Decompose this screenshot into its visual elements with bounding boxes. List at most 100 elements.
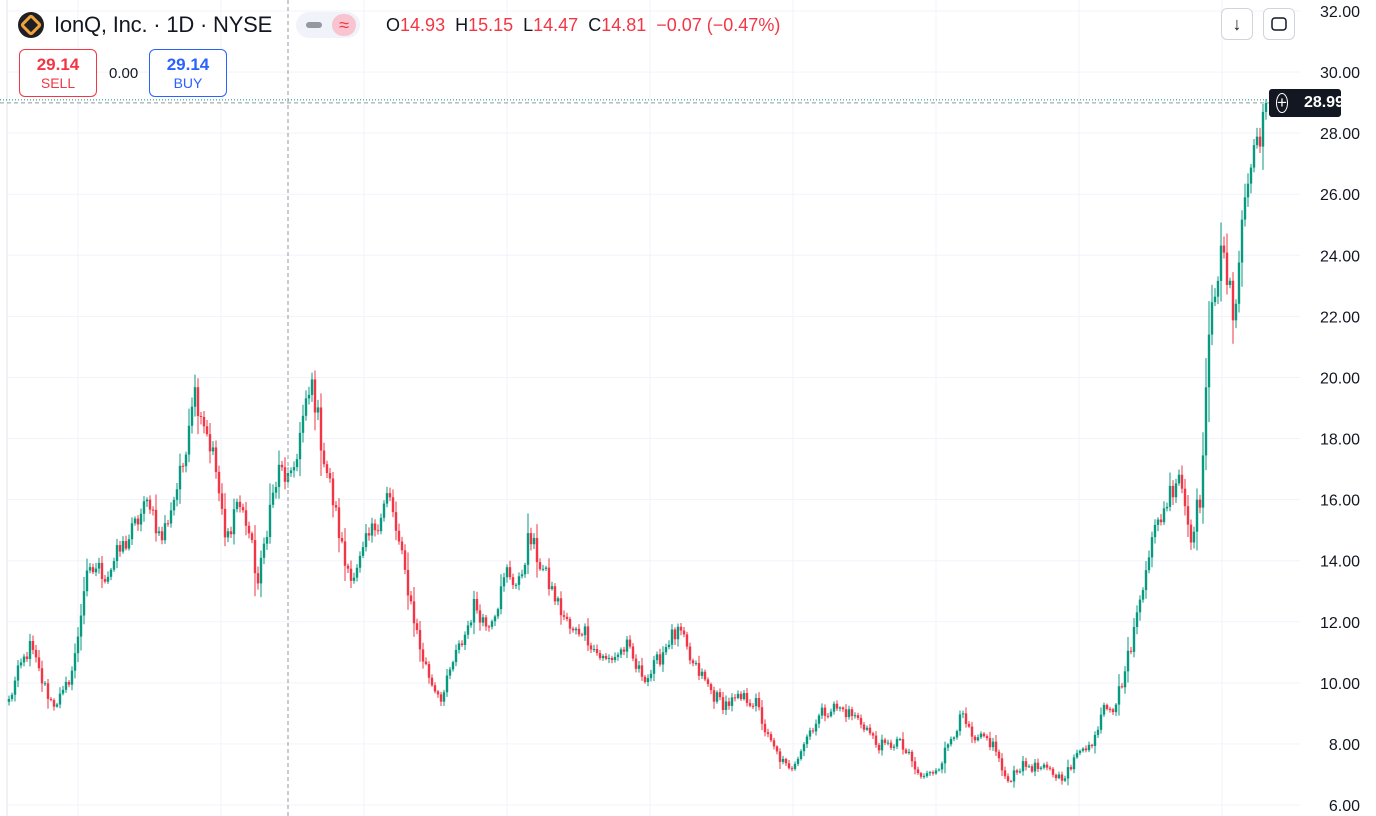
candle-body <box>193 387 197 407</box>
candle-body <box>1132 626 1136 652</box>
candle-body <box>1060 774 1064 781</box>
candle-body <box>403 550 407 570</box>
candle-body <box>607 657 611 659</box>
candle-body <box>832 703 836 712</box>
high-value: 15.15 <box>468 14 514 35</box>
candle-body <box>745 693 749 704</box>
candle-body <box>436 691 440 695</box>
candle-body <box>424 661 428 665</box>
candle-body <box>433 685 437 692</box>
candle-body <box>955 731 959 738</box>
close-key: C <box>588 14 602 35</box>
candle-body <box>739 693 743 700</box>
candle-body <box>1066 767 1070 779</box>
y-tick-label: 28.00 <box>1320 126 1360 143</box>
candle-body <box>1030 766 1034 772</box>
candle-body <box>958 714 962 732</box>
candle-body <box>313 379 317 413</box>
candle-body <box>754 698 758 707</box>
candle-body <box>673 629 677 640</box>
candle-body <box>307 394 311 399</box>
candle-body <box>823 707 827 716</box>
candle-body <box>700 671 704 676</box>
candle-body <box>625 639 629 652</box>
collapse-icon[interactable] <box>306 22 323 28</box>
candle-body <box>250 533 254 541</box>
candle-body <box>445 675 449 693</box>
candle-body <box>1135 612 1139 627</box>
candle-body <box>772 740 776 747</box>
spread-value: 0.00 <box>109 64 139 82</box>
arrow-down-icon[interactable]: ↓ <box>1221 8 1253 40</box>
candle-body <box>1114 704 1118 713</box>
price-axis: 32.00 30.00 28.00 26.00 24.00 22.00 20.00 18.00… <box>1320 4 1360 815</box>
candle-body <box>367 533 371 536</box>
candle-body <box>787 763 791 769</box>
candle-body <box>718 692 722 698</box>
candle-body <box>853 715 857 717</box>
candle-body <box>511 577 515 585</box>
candle-body <box>13 680 17 695</box>
last-price-badge[interactable]: + 28.99 <box>1269 89 1344 117</box>
candle-body <box>529 533 533 545</box>
candle-body <box>691 660 695 664</box>
candle-body <box>61 689 65 694</box>
candle-body <box>919 773 923 777</box>
candle-body <box>67 681 71 685</box>
candle-body <box>934 770 938 774</box>
candle-body <box>409 595 413 602</box>
candle-body <box>1177 474 1181 484</box>
indicator-toggle[interactable]: ≈ <box>296 12 361 38</box>
candle-body <box>1021 761 1025 772</box>
candle-body <box>166 523 170 525</box>
candle-body <box>457 643 461 650</box>
add-icon[interactable]: + <box>1276 93 1288 113</box>
chart-overlay <box>0 0 1300 816</box>
candle-body <box>907 751 911 754</box>
candle-body <box>991 741 995 748</box>
candle-body <box>1063 778 1067 781</box>
fullscreen-icon[interactable] <box>1263 8 1295 40</box>
low-value: 14.47 <box>533 14 579 35</box>
wave-icon[interactable]: ≈ <box>332 14 357 36</box>
candle-body <box>751 705 755 707</box>
sell-button[interactable]: 29.14 SELL <box>19 49 97 97</box>
candle-body <box>793 763 797 769</box>
candle-body <box>370 523 374 536</box>
y-tick-label: 8.00 <box>1329 737 1360 754</box>
candle-body <box>931 772 935 774</box>
candle-body <box>130 523 134 540</box>
candle-body <box>478 610 482 623</box>
candle-body <box>1036 762 1040 769</box>
candle-body <box>145 499 149 502</box>
candle-body <box>685 634 689 647</box>
candle-body <box>259 557 263 584</box>
candle-body <box>1123 671 1127 688</box>
candle-body <box>1147 557 1151 571</box>
y-tick-label: 22.00 <box>1320 309 1360 326</box>
candle-body <box>148 499 152 510</box>
candle-body <box>121 541 125 552</box>
y-tick-label: 14.00 <box>1320 554 1360 571</box>
candle-body <box>925 773 929 777</box>
candle-body <box>280 464 284 468</box>
buy-button[interactable]: 29.14 BUY <box>149 49 227 97</box>
candle-body <box>1207 334 1211 388</box>
candle-body <box>655 654 659 661</box>
candle-body <box>1027 766 1031 768</box>
candle-body <box>796 758 800 764</box>
candle-body <box>49 698 53 701</box>
symbol-title[interactable]: IonQ, Inc. · 1D · NYSE <box>54 12 273 37</box>
buy-label: BUY <box>173 75 203 91</box>
candle-body <box>454 649 458 663</box>
sell-label: SELL <box>40 75 76 91</box>
candle-body <box>622 649 626 652</box>
candle-body <box>487 626 491 628</box>
high-key: H <box>455 14 469 35</box>
candle-body <box>532 537 536 545</box>
candle-body <box>109 569 113 577</box>
candle-body <box>553 586 557 602</box>
candle-body <box>496 609 500 617</box>
candle-body <box>217 471 221 494</box>
